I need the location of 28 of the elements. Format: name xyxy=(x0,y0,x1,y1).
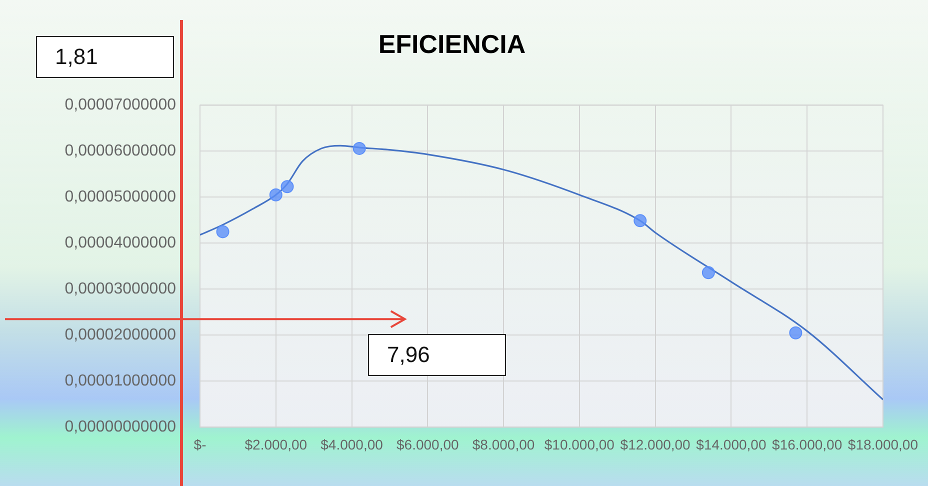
point xyxy=(634,214,647,228)
x-tick-label: $2.000,00 xyxy=(244,436,308,452)
y-tick-label: 0,00002000000 xyxy=(64,326,176,344)
text-box: 7,96 xyxy=(368,334,506,376)
y-tick-label: 0,00005000000 xyxy=(64,188,176,206)
x-tick-label: $- xyxy=(194,436,207,452)
x-tick-label: $12.000,00 xyxy=(620,436,691,452)
point xyxy=(789,326,802,340)
y-tick-label: 0,00004000000 xyxy=(64,234,176,252)
chart-title: EFICIENCIA xyxy=(378,28,526,59)
point xyxy=(352,142,366,155)
x-tick-label: $16.000,00 xyxy=(772,436,842,452)
y-tick-label: 0,00006000000 xyxy=(64,142,176,160)
point xyxy=(280,180,294,194)
x-tick-label: $6.000,00 xyxy=(396,436,460,452)
x-tick-label: $18.000,00 xyxy=(848,436,918,452)
x-tick-label: $8.000,00 xyxy=(472,436,535,452)
point xyxy=(269,188,282,202)
x-tick-label: $10.000,00 xyxy=(544,436,615,452)
point xyxy=(702,266,715,280)
point xyxy=(216,225,230,238)
x-tick-label: $4.000,00 xyxy=(320,436,384,452)
y-tick-label: 0,00000000000 xyxy=(64,418,176,436)
y-tick-label: 0,00007000000 xyxy=(64,96,176,114)
y-tick-label: 0,00001000000 xyxy=(64,372,176,390)
x-tick-label: $14.000,00 xyxy=(696,436,766,452)
y-tick-label: 0,00003000000 xyxy=(64,280,176,298)
text-box: 1,81 xyxy=(36,36,174,78)
